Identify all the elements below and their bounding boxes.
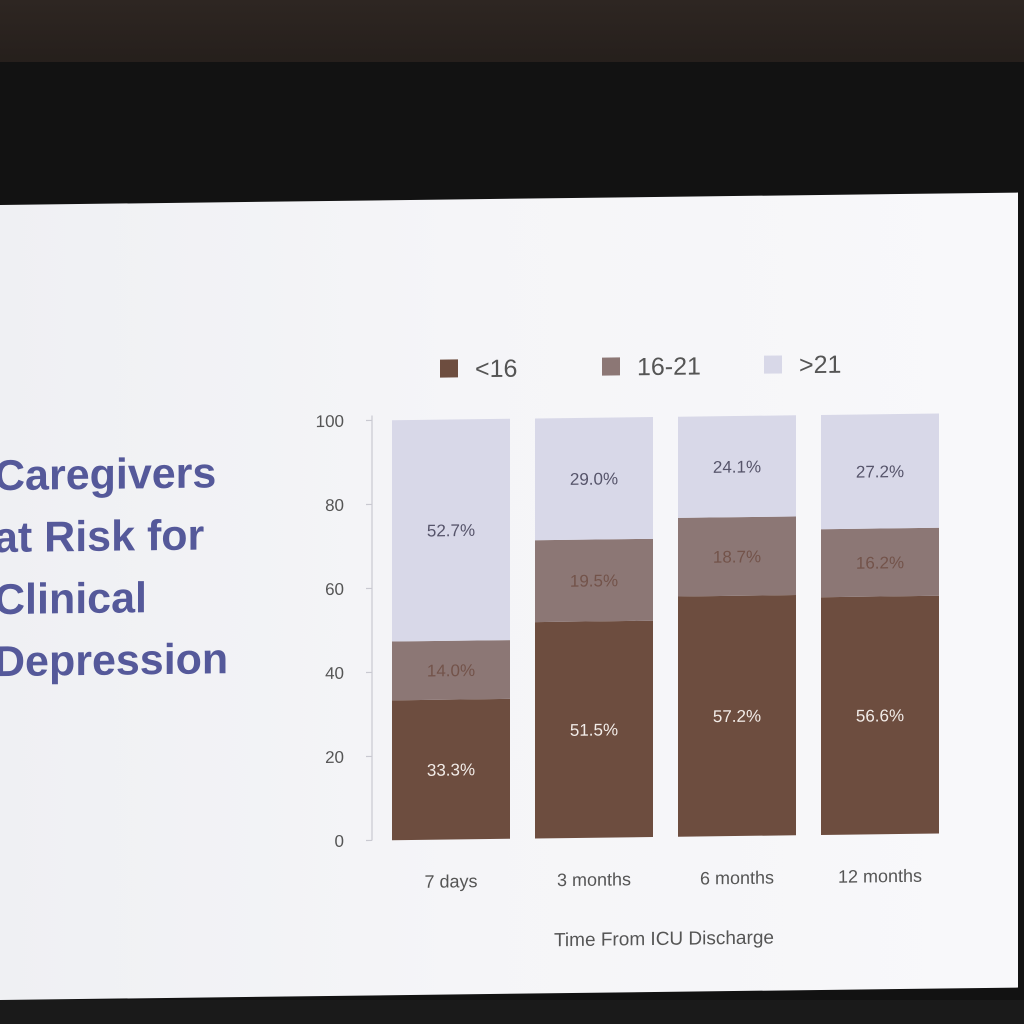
bar-segment	[392, 418, 510, 642]
screen-bottom-edge	[0, 1000, 1024, 1024]
y-tick-label: 100	[316, 412, 344, 431]
y-tick-label: 20	[325, 748, 344, 767]
y-tick-label: 40	[325, 664, 344, 683]
bar-segment	[821, 413, 939, 530]
x-axis-title: Time From ICU Discharge	[554, 928, 774, 952]
presentation-slide: Caregivers at Risk for Clinical Depressi…	[0, 192, 1018, 1001]
x-tick-label: 6 months	[700, 868, 774, 889]
bar-segment	[678, 415, 796, 518]
data-label: 57.2%	[713, 707, 761, 727]
y-tick-label: 80	[325, 496, 344, 515]
x-tick-label: 7 days	[424, 871, 477, 892]
bar-segment	[392, 698, 510, 841]
bar-segment	[678, 595, 796, 837]
data-label: 56.6%	[856, 706, 904, 726]
y-tick-label: 60	[325, 580, 344, 599]
legend-label: <16	[475, 355, 517, 384]
data-label: 14.0%	[427, 661, 475, 681]
x-axis: 7 days 3 months 6 months 12 months	[424, 866, 922, 892]
chart-legend: <16 16-21 >21	[440, 351, 841, 384]
data-label: 29.0%	[570, 469, 618, 489]
data-label: 19.5%	[570, 571, 618, 591]
bar-segment	[678, 516, 796, 597]
bar-segment	[535, 620, 653, 839]
bar-segment	[392, 640, 510, 701]
chart-bars: 33.3% 14.0% 52.7% 51.5% 19.5% 29.0% 57.2% 18.7%…	[392, 413, 939, 841]
bar-segment	[535, 538, 653, 623]
data-label: 18.7%	[713, 547, 761, 567]
stacked-bar-chart: <16 16-21 >21 0 20 40 60 80 100 33.3% 14.0% 52.7%…	[316, 351, 939, 952]
legend-swatch	[440, 359, 458, 378]
y-axis: 0 20 40 60 80 100	[316, 412, 373, 851]
bar-segment	[821, 595, 939, 835]
legend-swatch	[602, 357, 620, 376]
legend-label: 16-21	[637, 352, 701, 381]
bar-segment	[535, 417, 653, 541]
data-label: 51.5%	[570, 720, 618, 740]
data-label: 16.2%	[856, 553, 904, 573]
x-tick-label: 3 months	[557, 869, 631, 890]
bar-segment	[821, 527, 939, 598]
data-label: 27.2%	[856, 462, 904, 482]
y-tick-label: 0	[335, 832, 344, 851]
data-label: 24.1%	[713, 457, 761, 477]
x-tick-label: 12 months	[838, 866, 922, 887]
data-label: 33.3%	[427, 760, 475, 780]
data-label: 52.7%	[427, 521, 475, 541]
legend-swatch	[764, 355, 782, 374]
legend-label: >21	[799, 351, 841, 380]
